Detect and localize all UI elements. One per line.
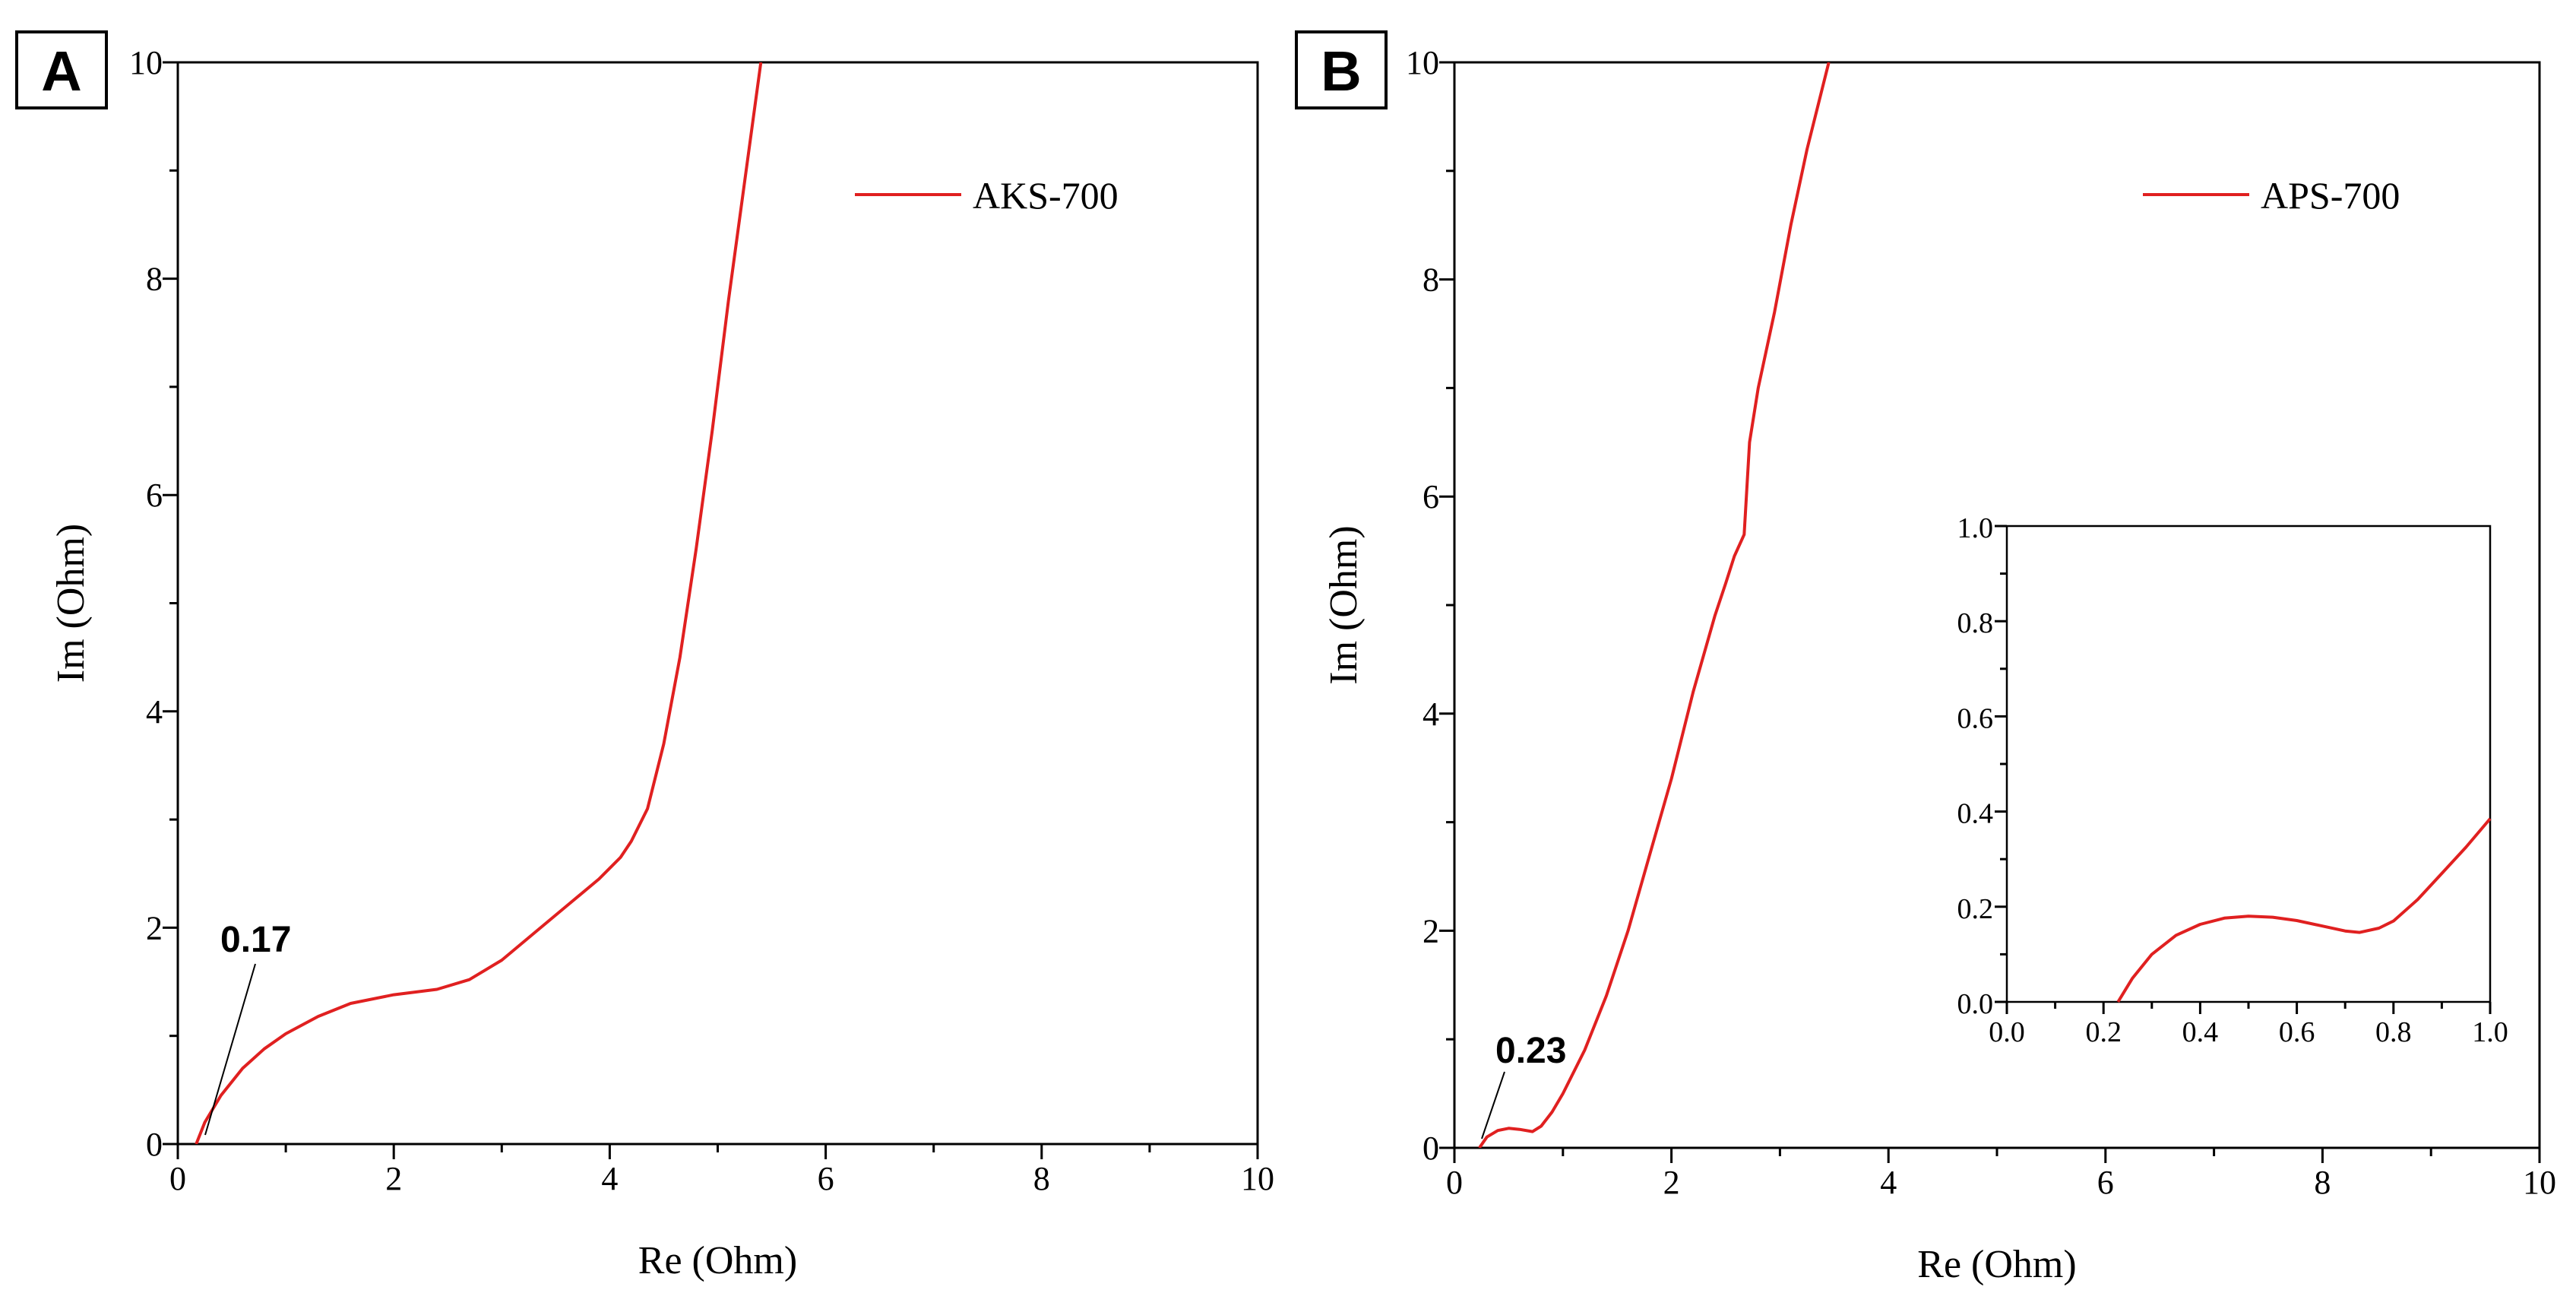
series-line-aks-700	[195, 62, 763, 1144]
x-tick-label: 0.0	[1989, 1016, 2025, 1048]
y-tick-label: 4	[1422, 696, 1439, 733]
legend-label: AKS-700	[973, 174, 1119, 217]
annotation-leader	[204, 963, 256, 1136]
annotation-label: 0.23	[1495, 1031, 1566, 1071]
panel-b: 0 2 4 6 8 10 0 2 4 6 8 10 Re (Ohm) Im (Ohm) B APS-700 0.…	[1295, 30, 2556, 1286]
y-tick-label: 6	[146, 477, 163, 514]
x-tick-label: 6	[818, 1160, 834, 1197]
x-tick-label: 0.8	[2375, 1016, 2412, 1048]
panel-letter: B	[1321, 40, 1361, 103]
y-tick-label: 2	[1422, 912, 1439, 949]
x-tick-label: 0.6	[2279, 1016, 2315, 1048]
x-tick-label: 10	[1241, 1160, 1274, 1197]
annotation-leader	[1481, 1071, 1505, 1139]
series-line-aps-700	[1478, 62, 1831, 1148]
x-tick-label: 2	[385, 1160, 402, 1197]
y-tick-label: 0.6	[1957, 702, 1994, 734]
y-tick-label: 4	[146, 693, 163, 731]
x-tick-label: 2	[1663, 1164, 1680, 1201]
y-tick-label: 10	[1406, 44, 1439, 81]
plot-frame	[176, 61, 1259, 1146]
inset-frame	[2005, 525, 2492, 1003]
y-tick-label: 1.0	[1957, 512, 1994, 544]
y-axis-title: Im (Ohm)	[1322, 525, 1366, 684]
x-tick-label: 0.2	[2085, 1016, 2122, 1048]
y-tick-label: 0.8	[1957, 607, 1994, 639]
x-tick-label: 6	[2097, 1164, 2114, 1201]
x-axis-title: Re (Ohm)	[1917, 1243, 2076, 1286]
y-axis-title: Im (Ohm)	[49, 524, 93, 683]
x-tick-label: 4	[1880, 1164, 1897, 1201]
x-tick-label: 8	[1033, 1160, 1050, 1197]
y-tick-label: 0	[1422, 1130, 1439, 1167]
y-tick-label: 0	[146, 1126, 163, 1163]
x-tick-label: 0	[169, 1160, 186, 1197]
inset-plot: 0.0 0.2 0.4 0.6 0.8 1.0 0.0 0.2 0.4 0.6 0.8 1.0	[1957, 512, 2508, 1048]
panel-letter-box	[15, 30, 108, 109]
y-tick-label: 8	[146, 261, 163, 298]
x-tick-label: 4	[601, 1160, 618, 1197]
panel-letter-box	[1295, 30, 1388, 109]
panel-a: 0 2 4 6 8 10 0 2 4 6 8 10 Re (Ohm) Im (Ohm) A AKS-700 0.…	[15, 30, 1274, 1282]
panel-letter: A	[41, 40, 81, 103]
y-tick-label: 8	[1422, 261, 1439, 299]
x-axis-title: Re (Ohm)	[638, 1239, 797, 1282]
legend-label: APS-700	[2261, 174, 2400, 217]
annotation-label: 0.17	[220, 920, 291, 960]
y-tick-label: 10	[129, 44, 163, 81]
y-tick-label: 0.4	[1957, 798, 1994, 830]
x-tick-label: 8	[2314, 1164, 2331, 1201]
y-tick-label: 0.0	[1957, 988, 1994, 1020]
x-tick-label: 1.0	[2472, 1016, 2508, 1048]
y-tick-label: 2	[146, 909, 163, 946]
x-tick-label: 0	[1446, 1164, 1463, 1201]
x-tick-label: 0.4	[2182, 1016, 2219, 1048]
x-tick-label: 10	[2523, 1164, 2556, 1201]
inset-series-line	[2116, 817, 2492, 1003]
y-tick-label: 0.2	[1957, 893, 1994, 925]
y-tick-label: 6	[1422, 478, 1439, 515]
